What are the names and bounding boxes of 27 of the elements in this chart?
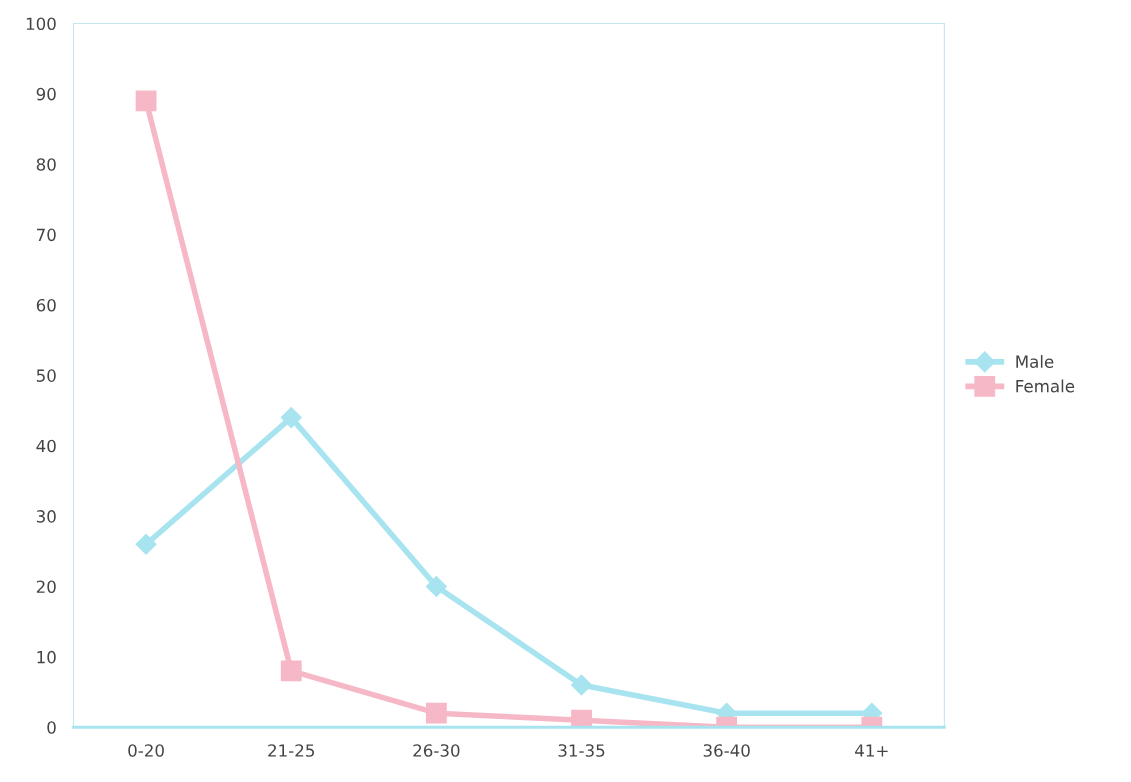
x-tick-label: 41+ xyxy=(855,744,888,757)
legend-label: Male xyxy=(1016,355,1054,368)
x-tick-label: 0-20 xyxy=(128,744,164,757)
y-tick-label: 30 xyxy=(36,510,56,523)
point xyxy=(425,575,447,598)
y-tick-label: 100 xyxy=(26,17,56,31)
point xyxy=(425,702,447,724)
x-tick-label: 21-25 xyxy=(268,744,314,757)
point xyxy=(135,90,157,112)
y-tick-label: 70 xyxy=(37,228,56,242)
y-tick-label: 20 xyxy=(36,580,56,594)
x-tick-label: 31-35 xyxy=(558,744,605,757)
y-tick-label: 0 xyxy=(47,721,56,734)
x-tick-label: 26-30 xyxy=(413,744,460,757)
y-tick-label: 50 xyxy=(36,369,56,382)
y-tick-label: 10 xyxy=(37,650,56,664)
y-tick-label: 90 xyxy=(36,87,56,101)
point xyxy=(571,674,593,696)
legend-label: Female xyxy=(1016,379,1075,393)
y-tick-label: 40 xyxy=(36,439,56,453)
y-tick-label: 60 xyxy=(36,298,56,312)
x-tick-label: 36-40 xyxy=(703,744,750,757)
y-tick-label: 80 xyxy=(36,158,56,171)
point xyxy=(571,709,592,728)
point xyxy=(135,533,157,555)
point xyxy=(280,407,302,429)
point xyxy=(280,660,302,682)
